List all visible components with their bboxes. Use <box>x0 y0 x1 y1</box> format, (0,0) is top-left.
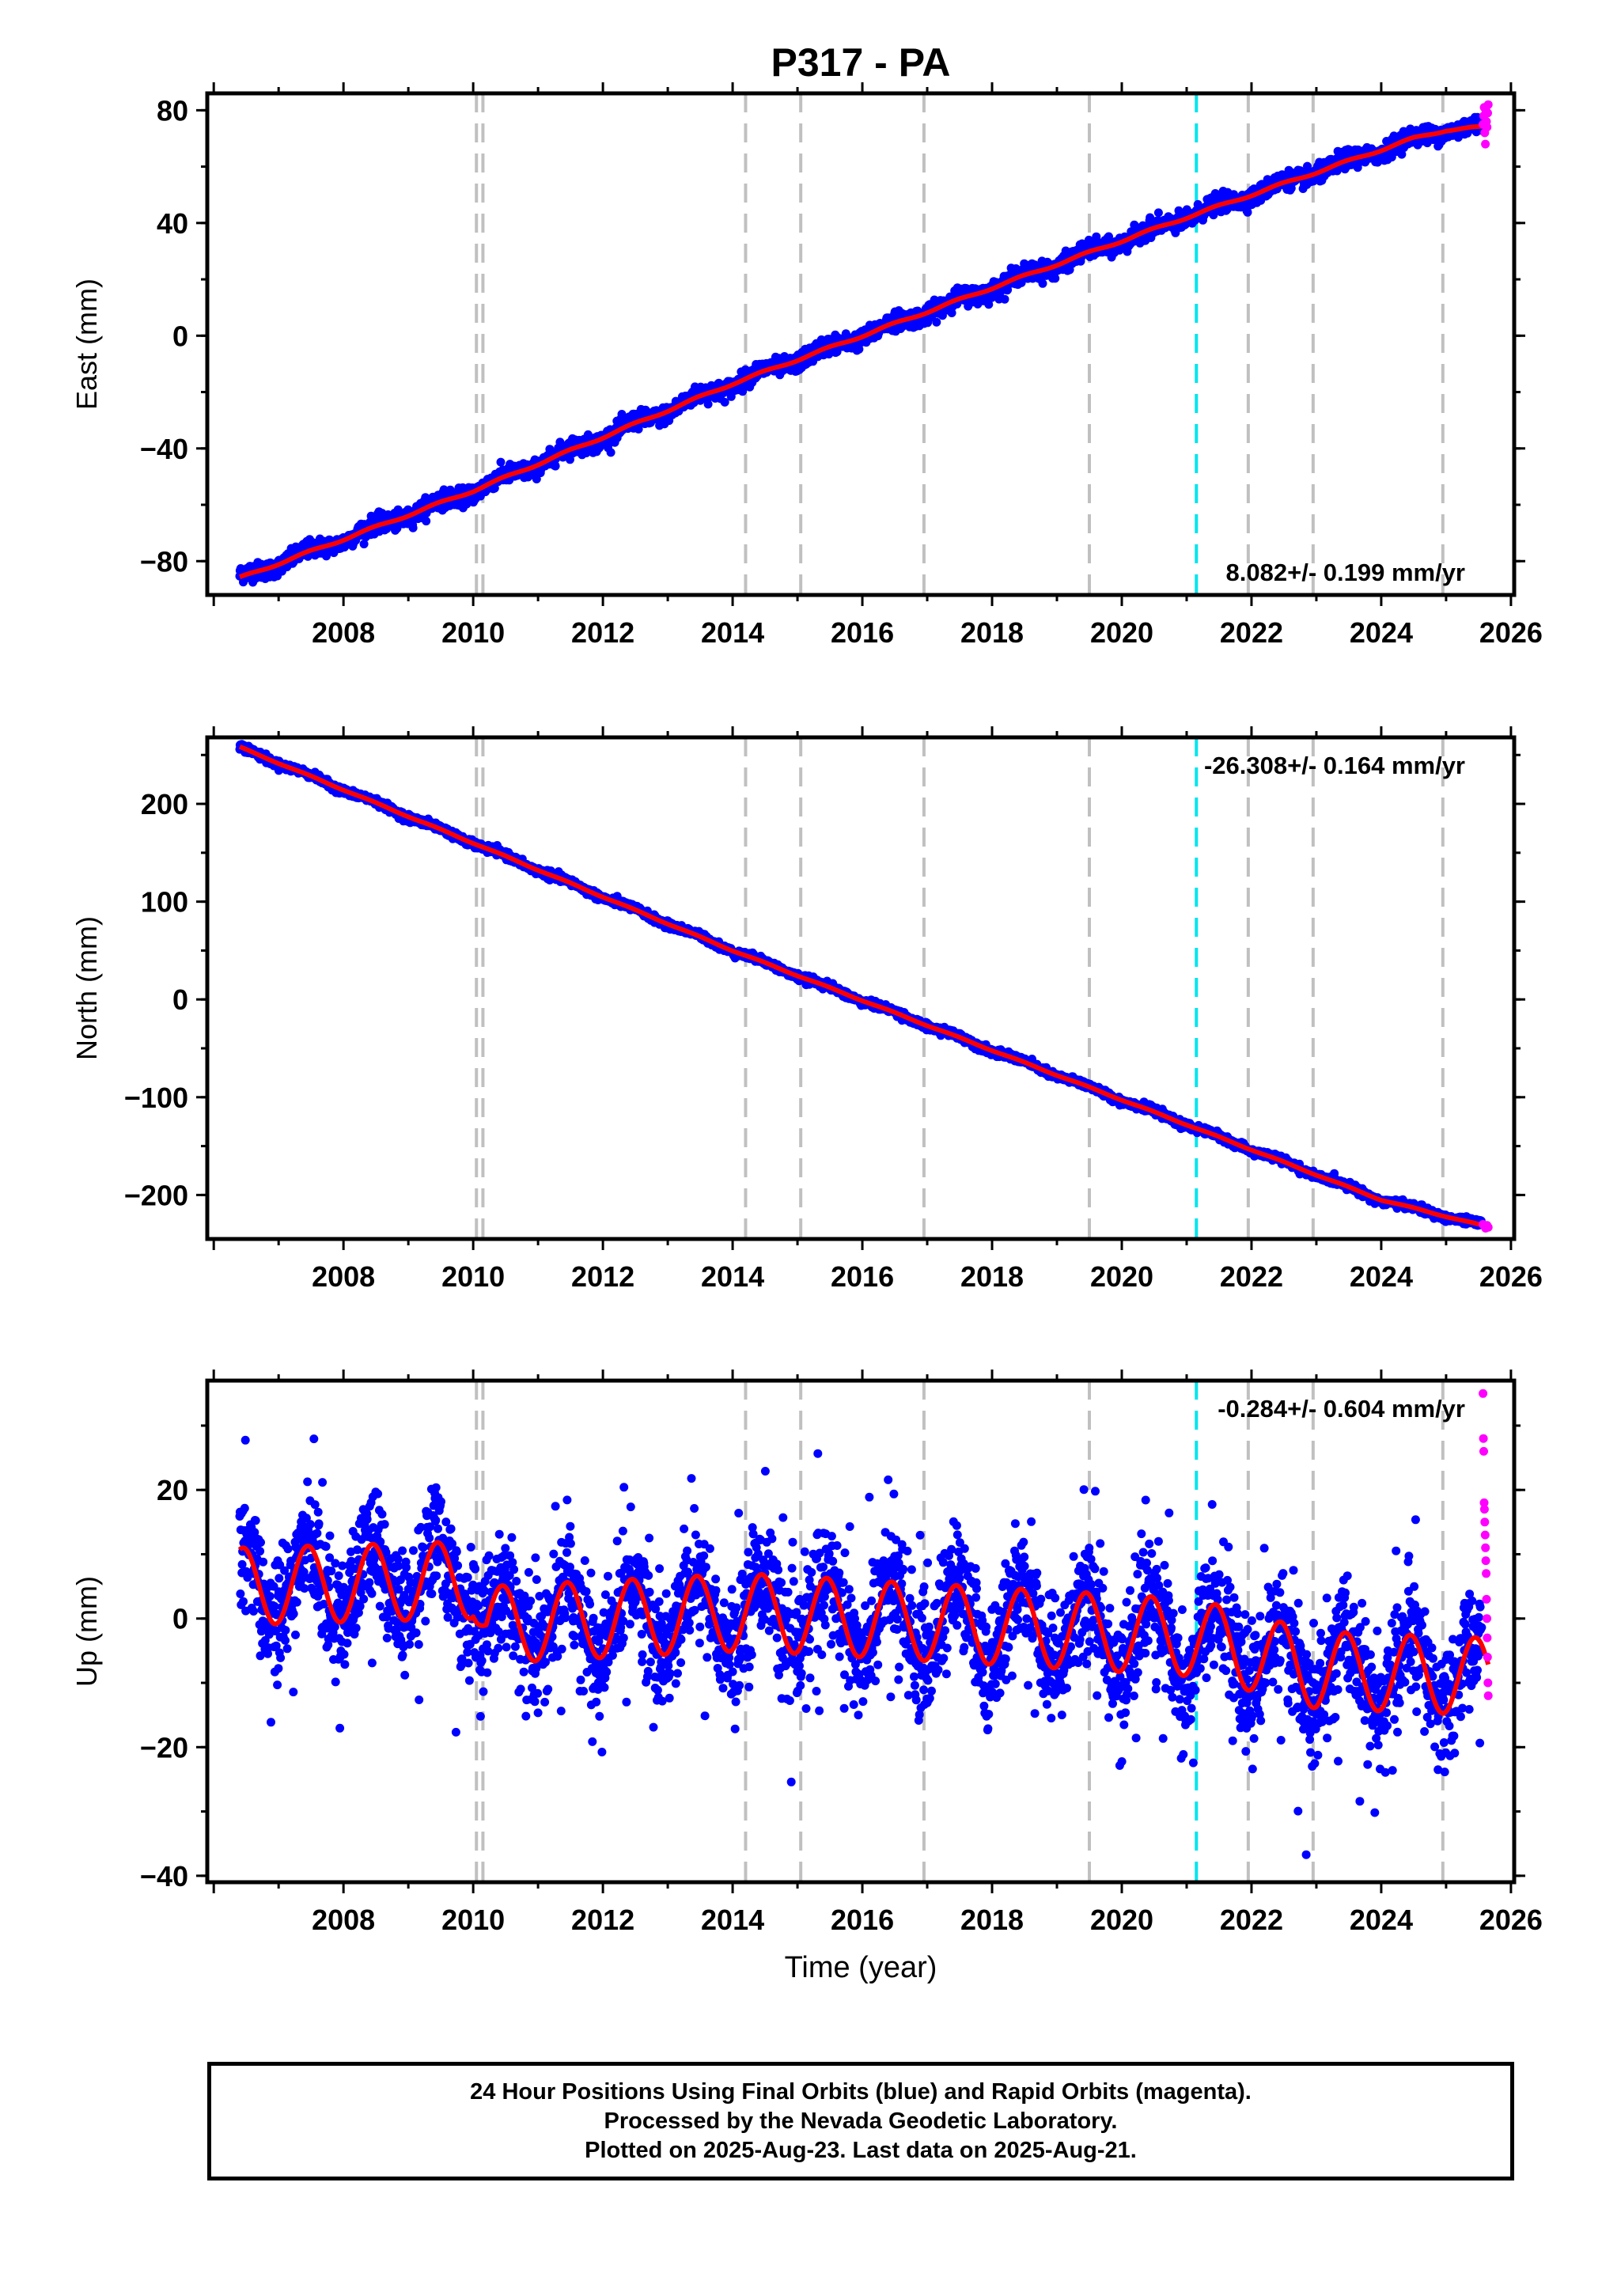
x-tick-label: 2008 <box>312 616 375 649</box>
final-orbit-points <box>235 112 1486 587</box>
final-orbit-point <box>551 461 560 471</box>
x-tick-label: 2026 <box>1479 616 1543 649</box>
y-tick-label: 40 <box>157 207 188 240</box>
final-orbit-point <box>634 424 643 434</box>
final-orbit-point <box>824 350 834 359</box>
final-orbit-point <box>408 523 418 532</box>
x-tick-label: 2024 <box>1350 616 1413 649</box>
panel-north: 2008 2010 2012 2014 2016 2018 2020 2022 2024 2026… <box>70 726 1543 1293</box>
velocity-label: 8.082+/- 0.199 mm/yr <box>1226 559 1465 586</box>
x-tick-label: 2016 <box>831 616 894 649</box>
final-orbit-point <box>703 400 713 409</box>
x-tick-label: 2012 <box>571 616 634 649</box>
final-orbit-point <box>1051 274 1060 283</box>
x-tick-label: 2018 <box>960 616 1024 649</box>
final-orbit-point <box>720 397 729 407</box>
x-tick-label: 2010 <box>441 616 505 649</box>
panel-east: 2008 2010 2012 2014 2016 2018 2020 2022 2024 2026… <box>70 82 1543 649</box>
final-orbit-point <box>1038 278 1047 288</box>
panels: 2008 2010 2012 2014 2016 2018 2020 2022 2024 2026… <box>70 82 1543 1984</box>
final-orbit-point <box>1000 294 1009 304</box>
y-tick-label: 0 <box>172 320 188 352</box>
final-orbit-point <box>606 448 615 457</box>
final-orbit-point <box>359 540 369 549</box>
rapid-orbit-point <box>1483 100 1493 109</box>
plot-area-east <box>235 93 1493 595</box>
x-tick-label: 2022 <box>1220 616 1283 649</box>
rapid-orbit-points <box>1479 100 1493 149</box>
final-orbit-point <box>422 517 431 526</box>
rapid-orbit-point <box>1481 139 1490 149</box>
final-orbit-point <box>932 317 941 327</box>
plot-area-north <box>235 737 1493 1239</box>
y-axis-label: East (mm) <box>70 278 103 410</box>
y-tick-label: −40 <box>140 433 188 465</box>
x-tick-label: 2020 <box>1090 616 1153 649</box>
final-orbit-point <box>490 483 499 493</box>
figure-title: P317 - PA <box>771 40 951 85</box>
final-orbit-points <box>235 740 1486 1230</box>
final-orbit-point <box>496 457 506 467</box>
final-orbit-point <box>393 505 403 514</box>
x-tick-label: 2014 <box>701 616 764 649</box>
y-tick-label: −80 <box>140 545 188 578</box>
rapid-orbit-point <box>1483 108 1492 118</box>
final-orbit-point <box>1153 208 1163 218</box>
rapid-orbit-point <box>1483 123 1492 132</box>
final-orbit-point <box>854 344 864 354</box>
y-tick-label: 80 <box>157 94 188 127</box>
model-fit-line <box>237 123 1490 580</box>
